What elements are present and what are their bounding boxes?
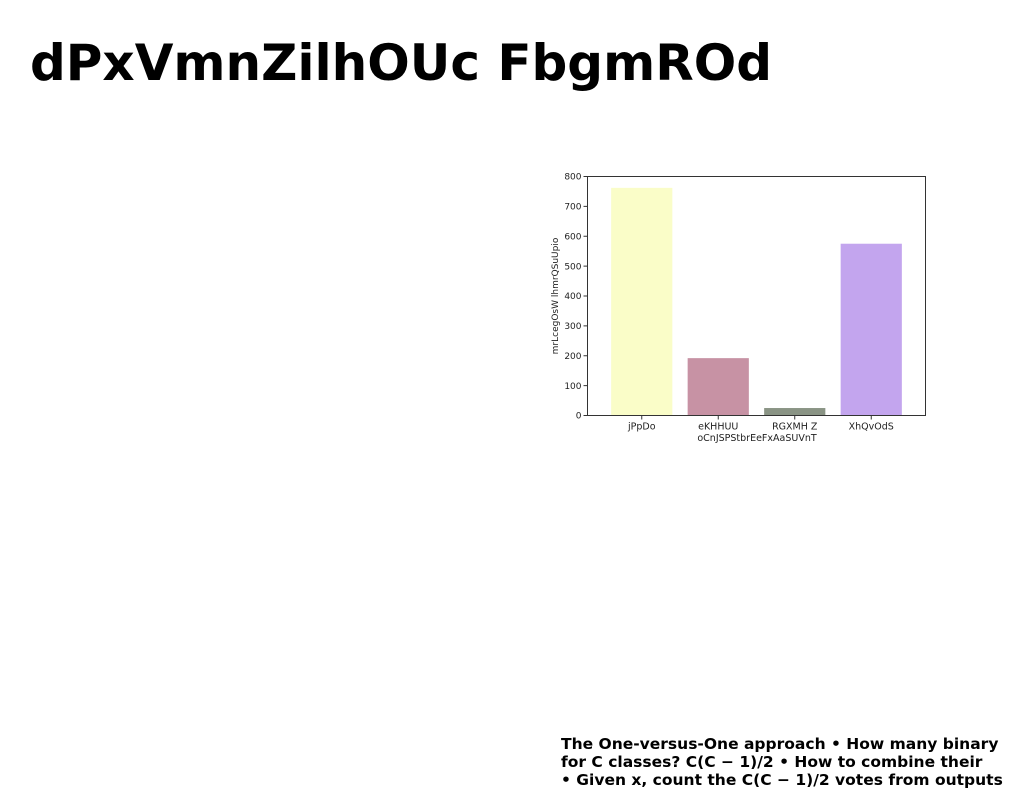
y-tick-label: 800 — [564, 173, 581, 183]
y-axis-ticks: 0 100 200 300 400 500 600 700 800 — [564, 173, 588, 422]
x-tick-label: jPpDo — [627, 422, 656, 433]
plot-frame — [587, 176, 926, 416]
y-tick-label: 400 — [564, 292, 581, 302]
y-tick-label: 100 — [564, 382, 581, 392]
y-tick-label: 200 — [564, 352, 581, 362]
bar — [840, 243, 902, 416]
caption-text: The One-versus-One approach • How many b… — [561, 735, 1024, 789]
y-axis-label: mrLcegOsW lhmrQSuUpio — [551, 237, 561, 354]
slide-title: dPxVmnZilhOUc FbgmROd — [30, 34, 772, 92]
x-tick-label: eKHHUU — [698, 422, 738, 433]
bars — [611, 187, 902, 416]
y-tick-label: 0 — [576, 412, 582, 422]
caption-line: for C classes? C(C − 1)/2 • How to combi… — [561, 753, 983, 771]
bar — [764, 408, 826, 416]
y-tick-label: 500 — [564, 262, 581, 272]
bar-chart: 0 100 200 300 400 500 600 700 800 jPpDo eKHHUU RGX… — [551, 173, 926, 444]
caption-line: The One-versus-One approach • How many b… — [561, 735, 999, 753]
y-tick-label: 700 — [564, 203, 581, 213]
x-tick-label: XhQvOdS — [849, 422, 894, 433]
x-tick-label: RGXMH Z — [772, 422, 818, 433]
x-axis-ticks: jPpDo eKHHUU RGXMH Z XhQvOdS — [627, 415, 894, 433]
caption-line: • Given x, count the C(C − 1)/2 votes fr… — [561, 771, 1003, 789]
y-tick-label: 300 — [564, 322, 581, 332]
bar — [611, 187, 673, 416]
x-axis-label: oCnJSPStbrEeFxAaSUVnT — [697, 433, 816, 444]
y-tick-label: 600 — [564, 232, 581, 242]
bar — [687, 358, 749, 416]
